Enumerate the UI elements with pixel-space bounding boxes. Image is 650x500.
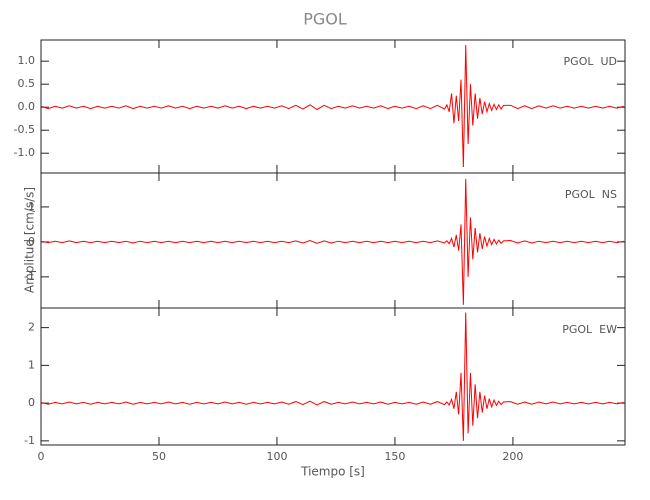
x-tick-label: 150 bbox=[384, 450, 405, 463]
x-axis-label: Tiempo [s] bbox=[300, 465, 365, 479]
y-tick-label: 0.5 bbox=[18, 77, 36, 90]
y-tick-label: -0.5 bbox=[14, 123, 35, 136]
panel-label: PGOL NS bbox=[565, 188, 617, 201]
waveform bbox=[40, 45, 624, 168]
y-tick-label: -1 bbox=[24, 270, 35, 283]
x-tick-label: 50 bbox=[152, 450, 166, 463]
y-tick-label: 2 bbox=[28, 321, 35, 334]
chart-title: PGOL bbox=[303, 10, 347, 29]
y-tick-label: 1 bbox=[28, 200, 35, 213]
y-axis-label: Amplitud [cm/s/s] bbox=[23, 187, 37, 293]
panel-label: PGOL UD bbox=[564, 55, 617, 68]
x-tick-label: 100 bbox=[266, 450, 287, 463]
waveform bbox=[40, 312, 624, 441]
x-tick-label: 0 bbox=[38, 450, 45, 463]
waveform bbox=[40, 178, 624, 305]
panel-frame bbox=[40, 172, 626, 309]
y-tick-label: 0 bbox=[28, 396, 35, 409]
y-tick-label: -1.0 bbox=[14, 146, 35, 159]
y-tick-label: -1 bbox=[24, 434, 35, 447]
y-tick-label: 1 bbox=[28, 358, 35, 371]
x-tick-label: 200 bbox=[502, 450, 523, 463]
y-tick-label: 0.0 bbox=[18, 100, 36, 113]
y-tick-label: 1.0 bbox=[18, 54, 36, 67]
panel-label: PGOL EW bbox=[562, 323, 617, 336]
panel-frame bbox=[40, 307, 626, 446]
y-tick-label: 0 bbox=[28, 235, 35, 248]
